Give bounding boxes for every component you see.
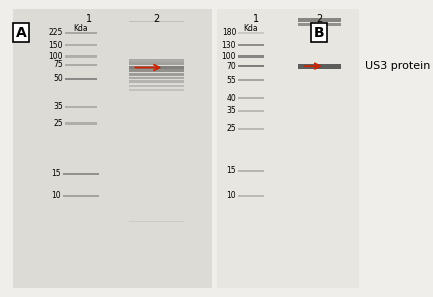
- Bar: [65, 32, 97, 34]
- Bar: [216, 9, 359, 288]
- Bar: [238, 128, 264, 130]
- Bar: [63, 173, 99, 175]
- Bar: [129, 73, 184, 76]
- Text: 75: 75: [53, 60, 63, 69]
- Text: 1: 1: [253, 15, 259, 24]
- Bar: [129, 59, 184, 62]
- Bar: [238, 79, 264, 81]
- Bar: [129, 20, 184, 22]
- Text: A: A: [16, 26, 26, 40]
- Bar: [238, 32, 264, 34]
- Bar: [129, 77, 184, 79]
- Bar: [129, 69, 184, 72]
- Bar: [238, 97, 264, 99]
- Text: 2: 2: [316, 15, 323, 24]
- Bar: [238, 44, 264, 46]
- Text: 15: 15: [226, 166, 236, 175]
- Text: 55: 55: [226, 76, 236, 85]
- Text: 1: 1: [86, 15, 92, 24]
- Bar: [129, 66, 184, 69]
- Bar: [238, 56, 264, 58]
- Bar: [129, 221, 184, 222]
- Bar: [238, 65, 264, 67]
- Text: 2: 2: [153, 15, 159, 24]
- Bar: [65, 122, 97, 124]
- Text: 25: 25: [226, 124, 236, 133]
- Text: Kda: Kda: [243, 24, 258, 33]
- Text: 100: 100: [222, 52, 236, 61]
- Bar: [129, 85, 184, 87]
- Bar: [65, 64, 97, 66]
- Bar: [129, 80, 184, 83]
- Text: 35: 35: [53, 102, 63, 111]
- Bar: [238, 195, 264, 197]
- Text: 70: 70: [226, 62, 236, 71]
- Text: 100: 100: [48, 52, 63, 61]
- Text: 35: 35: [226, 106, 236, 115]
- Bar: [298, 23, 341, 26]
- Bar: [65, 106, 97, 108]
- Text: 150: 150: [48, 41, 63, 50]
- Text: 180: 180: [222, 28, 236, 37]
- Bar: [298, 64, 341, 69]
- Bar: [65, 78, 97, 80]
- Bar: [65, 44, 97, 46]
- Text: 40: 40: [226, 94, 236, 103]
- Text: B: B: [314, 26, 325, 40]
- Text: US3 protein kinase: US3 protein kinase: [365, 61, 433, 71]
- Bar: [238, 170, 264, 172]
- Bar: [65, 56, 97, 58]
- Text: 225: 225: [48, 28, 63, 37]
- Bar: [238, 110, 264, 112]
- Text: 10: 10: [52, 192, 61, 200]
- Text: Kda: Kda: [74, 24, 88, 33]
- Bar: [129, 62, 184, 64]
- Text: 15: 15: [52, 169, 61, 178]
- Bar: [298, 18, 341, 22]
- Text: 10: 10: [226, 192, 236, 200]
- Bar: [129, 89, 184, 91]
- Bar: [13, 9, 212, 288]
- Bar: [63, 195, 99, 197]
- Text: 25: 25: [53, 119, 63, 128]
- Text: 50: 50: [53, 74, 63, 83]
- Text: 130: 130: [222, 41, 236, 50]
